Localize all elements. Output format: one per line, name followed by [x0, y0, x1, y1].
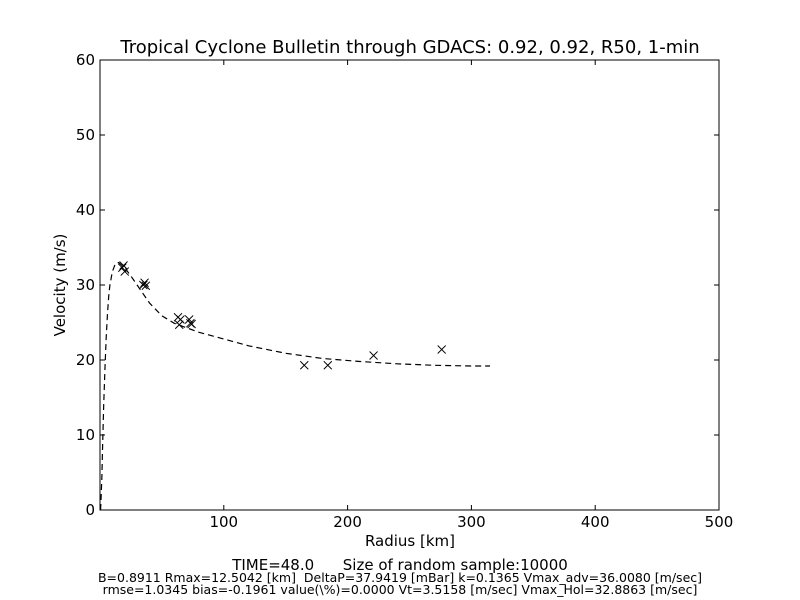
observation-point [323, 360, 333, 370]
axis-tick-labels: 100 200 300 400 500 0 10 20 30 40 50 60 [76, 51, 733, 531]
y-tick-label: 0 [85, 501, 95, 519]
observation-point [120, 267, 130, 276]
observation-point [141, 281, 151, 291]
y-tick-label: 20 [76, 351, 95, 369]
observation-point [140, 278, 149, 288]
x-tick-label: 100 [209, 513, 238, 531]
observation-point [187, 319, 196, 329]
observation-point [117, 263, 127, 273]
x-tick-label: 300 [457, 513, 486, 531]
footer-line-1: TIME=48.0 Size of random sample:10000 [231, 556, 568, 574]
observation-point [437, 345, 447, 354]
footer-line-2: B=0.8911 Rmax=12.5042 [km] DeltaP=37.941… [98, 570, 702, 585]
chart-title: Tropical Cyclone Bulletin through GDACS:… [119, 37, 699, 58]
x-tick-label: 400 [581, 513, 610, 531]
fit-curve-line [100, 261, 490, 511]
y-tick-label: 50 [76, 126, 95, 144]
plot-area [100, 261, 490, 511]
y-tick-label: 10 [76, 426, 95, 444]
y-tick-label: 60 [76, 51, 95, 69]
observation-point [369, 351, 378, 360]
x-tick-label: 200 [333, 513, 362, 531]
plot-frame [99, 59, 720, 511]
y-tick-label: 30 [76, 276, 95, 294]
observation-point [174, 320, 184, 330]
footer-line-3: rmse=1.0345 bias=-0.1961 value(\%)=0.000… [103, 582, 698, 597]
observation-point [299, 360, 309, 370]
y-tick-label: 40 [76, 201, 95, 219]
x-tick-label: 500 [705, 513, 734, 531]
observation-point [139, 280, 148, 290]
y-axis-label: Velocity (m/s) [51, 234, 69, 337]
x-axis-label: Radius [km] [365, 532, 455, 550]
observation-point [176, 315, 185, 324]
